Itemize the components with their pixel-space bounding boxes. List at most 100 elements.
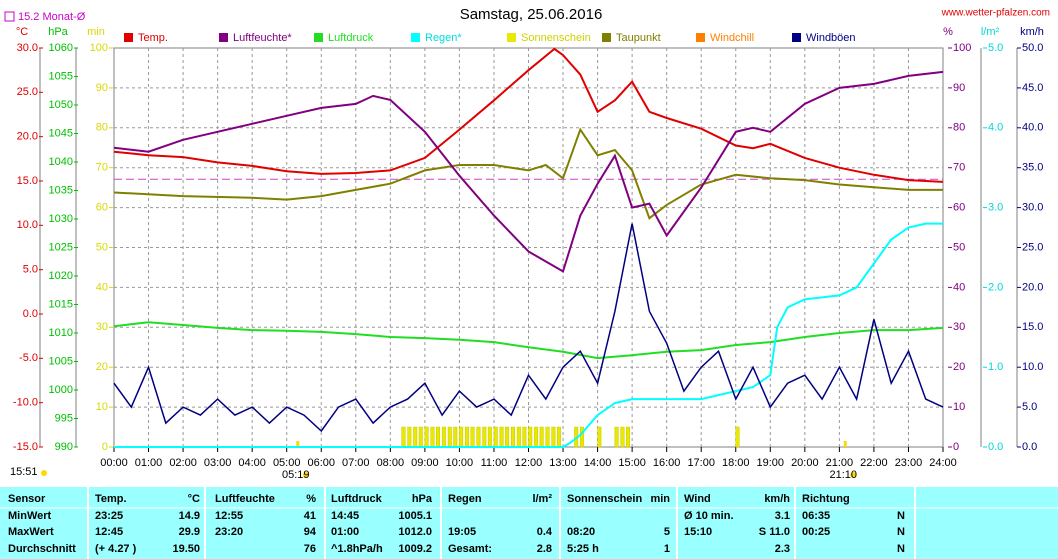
axis-title: l/m² bbox=[981, 26, 1000, 38]
table-cell: (+ 4.27 ) bbox=[95, 543, 137, 555]
table-header: °C bbox=[188, 493, 200, 505]
table-cell: MaxWert bbox=[8, 526, 54, 538]
y-tick-label: 30 bbox=[96, 321, 108, 333]
legend-label: Luftfeuchte* bbox=[233, 32, 292, 44]
y-tick-label: 1045 bbox=[49, 127, 73, 139]
y-tick-label: 70 bbox=[96, 162, 108, 174]
table-cell: 12:45 bbox=[95, 526, 123, 538]
legend-swatch bbox=[792, 33, 801, 42]
sunshine-bar bbox=[441, 426, 446, 448]
y-tick-label: 25.0 bbox=[1022, 241, 1043, 253]
table-header: % bbox=[306, 493, 316, 505]
y-tick-label: 1030 bbox=[49, 213, 73, 225]
y-tick-label: 990 bbox=[55, 441, 73, 453]
y-tick-label: 1.0 bbox=[988, 361, 1003, 373]
series-line bbox=[113, 70, 944, 273]
y-tick-label: 60 bbox=[953, 202, 965, 214]
table-cell: 23:25 bbox=[95, 510, 123, 522]
sunshine-bar bbox=[407, 426, 412, 448]
sunshine-bar bbox=[545, 426, 550, 448]
series-line bbox=[113, 223, 944, 433]
table-cell: 01:00 bbox=[331, 526, 359, 538]
sunshine-bar bbox=[626, 426, 631, 448]
sunshine-bar bbox=[522, 426, 527, 448]
y-tick-label: 30.0 bbox=[17, 42, 38, 54]
table-cell: 5:25 h bbox=[567, 543, 599, 555]
x-tick-label: 24:00 bbox=[929, 457, 957, 469]
table-cell: 1012.0 bbox=[398, 526, 432, 538]
x-tick-label: 21:00 bbox=[826, 457, 854, 469]
x-tick-label: 14:00 bbox=[584, 457, 612, 469]
x-tick-label: 11:00 bbox=[481, 457, 508, 469]
y-tick-label: 45.0 bbox=[1022, 82, 1043, 94]
table-header: Luftfeuchte bbox=[215, 493, 275, 505]
legend-label: Luftdruck bbox=[328, 32, 374, 44]
table-cell: 19:05 bbox=[448, 526, 476, 538]
y-tick-label: 1020 bbox=[49, 270, 73, 282]
y-tick-label: -10.0 bbox=[13, 397, 38, 409]
sun-icon bbox=[41, 470, 47, 476]
y-tick-label: 50 bbox=[953, 241, 965, 253]
y-tick-label: 30 bbox=[953, 321, 965, 333]
y-tick-label: -15.0 bbox=[13, 441, 38, 453]
y-tick-label: 1040 bbox=[49, 156, 73, 168]
table-cell: 2.3 bbox=[775, 543, 790, 555]
y-tick-label: 0 bbox=[953, 441, 959, 453]
sunshine-bar bbox=[482, 426, 487, 448]
y-tick-label: 40 bbox=[953, 281, 965, 293]
y-tick-label: 20.0 bbox=[17, 131, 38, 143]
sunshine-bar bbox=[551, 426, 556, 448]
table-cell: 06:35 bbox=[802, 510, 830, 522]
y-tick-label: 1000 bbox=[49, 384, 73, 396]
x-tick-label: 16:00 bbox=[653, 457, 681, 469]
sunshine-bar bbox=[735, 426, 740, 448]
y-tick-label: 1010 bbox=[49, 327, 73, 339]
table-cell: 5 bbox=[664, 526, 670, 538]
month-avg-label: 15.2 Monat-Ø bbox=[18, 11, 86, 23]
table-cell: 1 bbox=[664, 543, 670, 555]
sunshine-bar bbox=[459, 426, 464, 448]
sunshine-bar bbox=[424, 426, 429, 448]
sunshine-bar bbox=[620, 426, 625, 448]
y-tick-label: 1005 bbox=[49, 355, 73, 367]
table-cell: 2.8 bbox=[537, 543, 552, 555]
x-tick-label: 07:00 bbox=[342, 457, 370, 469]
sunshine-bar bbox=[430, 426, 435, 448]
legend-swatch bbox=[219, 33, 228, 42]
y-tick-label: 10.0 bbox=[1022, 361, 1043, 373]
y-tick-label: 80 bbox=[96, 122, 108, 134]
table-background bbox=[0, 487, 1058, 559]
table-header: hPa bbox=[412, 493, 433, 505]
sunshine-bar bbox=[465, 426, 470, 448]
sunshine-bar bbox=[510, 426, 515, 448]
table-cell: 12:55 bbox=[215, 510, 243, 522]
sunshine-bar bbox=[401, 426, 406, 448]
chart-title: Samstag, 25.06.2016 bbox=[460, 6, 603, 23]
table-cell: ^1.8hPa/h bbox=[331, 543, 383, 555]
y-tick-label: 2.0 bbox=[988, 281, 1003, 293]
table-cell: N bbox=[897, 510, 905, 522]
legend-label: Regen* bbox=[425, 32, 462, 44]
y-tick-label: 1060 bbox=[49, 42, 73, 54]
legend-swatch bbox=[124, 33, 133, 42]
table-cell: 76 bbox=[304, 543, 316, 555]
y-tick-label: 100 bbox=[90, 42, 108, 54]
table-cell: 94 bbox=[304, 526, 317, 538]
y-tick-label: 70 bbox=[953, 162, 965, 174]
y-tick-label: 0.0 bbox=[23, 308, 38, 320]
x-tick-label: 12:00 bbox=[515, 457, 543, 469]
legend-label: Temp. bbox=[138, 32, 168, 44]
y-tick-label: 1015 bbox=[49, 298, 73, 310]
series-line bbox=[113, 321, 944, 360]
x-tick-label: 10:00 bbox=[446, 457, 474, 469]
x-tick-label: 15:00 bbox=[618, 457, 646, 469]
y-tick-label: 5.0 bbox=[988, 42, 1003, 54]
y-tick-label: 1025 bbox=[49, 241, 73, 253]
y-tick-label: 3.0 bbox=[988, 202, 1003, 214]
y-tick-label: 0 bbox=[102, 441, 108, 453]
series-line bbox=[114, 222, 943, 448]
x-tick-label: 19:00 bbox=[757, 457, 785, 469]
sunshine-bar bbox=[516, 426, 521, 448]
x-tick-label: 04:00 bbox=[238, 457, 266, 469]
sunshine-bar bbox=[413, 426, 418, 448]
